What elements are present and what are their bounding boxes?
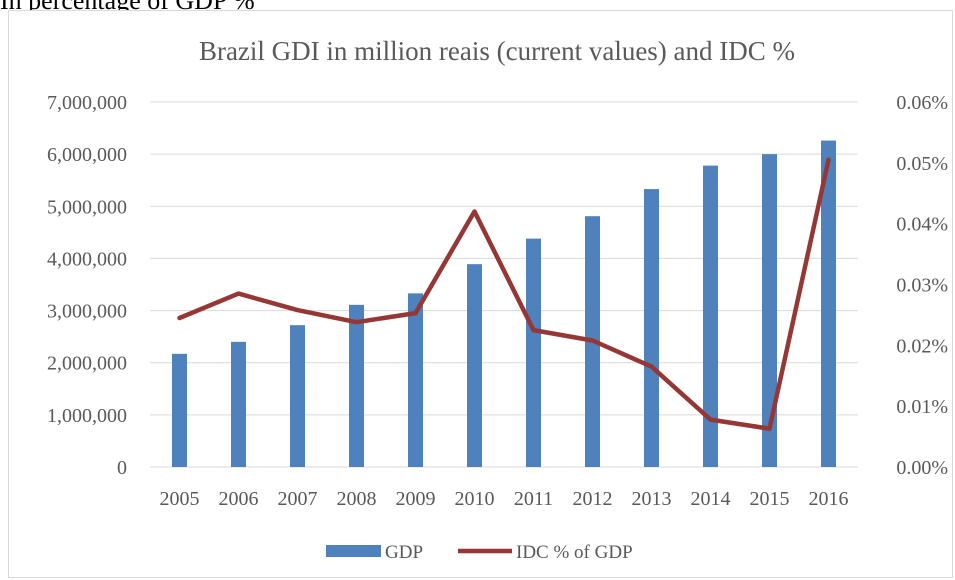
left-axis-tick-label: 5,000,000 xyxy=(47,196,127,218)
left-axis-tick-label: 4,000,000 xyxy=(47,248,127,270)
x-axis-tick-label: 2014 xyxy=(691,488,731,510)
left-axis-tick-label: 2,000,000 xyxy=(47,353,127,375)
right-axis-tick-label: 0.01% xyxy=(896,396,948,418)
left-axis-tick-label: 0 xyxy=(117,457,127,479)
left-axis-ticks: 0 1,000,000 2,000,000 3,000,000 4,000,000 5,0… xyxy=(47,92,127,479)
x-axis-ticks: 2005 2006 2007 2008 2009 2010 2011 2012 2013 2014… xyxy=(160,488,849,510)
gridlines xyxy=(150,101,858,468)
gdp-bar xyxy=(231,341,246,467)
gdp-bar xyxy=(467,264,482,467)
left-axis-tick-label: 6,000,000 xyxy=(47,144,127,166)
x-axis-tick-label: 2013 xyxy=(632,488,672,510)
x-axis-tick-label: 2005 xyxy=(160,488,200,510)
gdp-bar xyxy=(172,353,187,467)
idc-line xyxy=(177,157,831,431)
legend: GDP IDC % of GDP xyxy=(326,542,633,563)
right-axis-tick-label: 0.05% xyxy=(896,153,948,175)
x-axis-tick-label: 2008 xyxy=(337,488,377,510)
legend-label-idc: IDC % of GDP xyxy=(516,542,633,563)
x-axis-tick-label: 2012 xyxy=(573,488,613,510)
gdp-bars xyxy=(172,140,836,468)
gdp-bar xyxy=(703,165,718,467)
right-axis-ticks: 0.00% 0.01% 0.02% 0.03% 0.04% 0.05% 0.06% xyxy=(896,92,948,479)
idc-line-path xyxy=(177,157,831,431)
x-axis-tick-label: 2015 xyxy=(750,488,790,510)
right-axis-tick-label: 0.03% xyxy=(896,275,948,297)
x-axis-tick-label: 2016 xyxy=(809,488,849,510)
right-axis-tick-label: 0.06% xyxy=(896,92,948,114)
right-axis-tick-label: 0.00% xyxy=(896,457,948,479)
x-axis-tick-label: 2006 xyxy=(219,488,259,510)
gdp-bar xyxy=(290,325,305,467)
right-axis-tick-label: 0.04% xyxy=(896,214,948,236)
legend-label-gdp: GDP xyxy=(385,542,423,563)
gdp-bar xyxy=(762,154,777,467)
left-axis-tick-label: 3,000,000 xyxy=(47,301,127,323)
gdp-bar xyxy=(526,238,541,467)
x-axis-tick-label: 2010 xyxy=(455,488,495,510)
left-axis-tick-label: 1,000,000 xyxy=(47,405,127,427)
x-axis-tick-label: 2011 xyxy=(514,488,553,510)
gdp-bar xyxy=(408,293,423,467)
gdp-bar xyxy=(644,189,659,468)
gdp-bar xyxy=(349,304,364,467)
gdp-bar xyxy=(821,140,836,468)
legend-swatch-gdp xyxy=(326,545,381,557)
right-axis-tick-label: 0.02% xyxy=(896,335,948,357)
x-axis-tick-label: 2009 xyxy=(396,488,436,510)
chart-title: Brazil GDI in million reais (current val… xyxy=(199,36,795,66)
left-axis-tick-label: 7,000,000 xyxy=(47,92,127,114)
x-axis-tick-label: 2007 xyxy=(278,488,318,510)
